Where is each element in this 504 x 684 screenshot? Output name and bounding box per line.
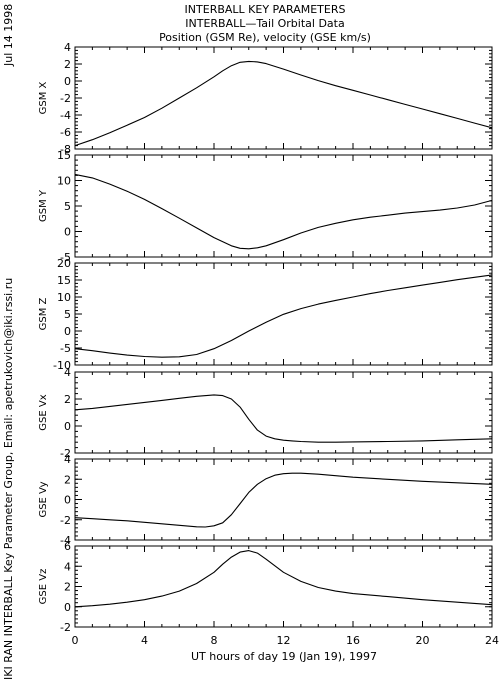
y-tick-label: 10 [57, 175, 71, 188]
y-tick-label: 2 [64, 581, 71, 594]
y-tick-label: 6 [64, 540, 71, 553]
side-date-label: Jul 14 1998 [2, 3, 15, 66]
y-tick-label: 0 [64, 494, 71, 507]
x-axis-label: UT hours of day 19 (Jan 19), 1997 [191, 650, 377, 663]
series-line [74, 60, 493, 147]
y-tick-label: 15 [57, 274, 71, 287]
y-tick-label: -2 [60, 447, 71, 460]
x-tick-label: 8 [211, 634, 218, 647]
series-line [74, 173, 493, 250]
series-line [74, 472, 493, 528]
panel-frame [74, 458, 493, 541]
y-axis-label: GSM Y [38, 189, 49, 222]
y-tick-label: 4 [64, 366, 71, 379]
y-tick-label: -2 [60, 514, 71, 527]
y-tick-label: 2 [64, 393, 71, 406]
panel-frame [74, 545, 493, 628]
y-tick-label: -4 [60, 109, 71, 122]
series-line [74, 550, 493, 608]
y-tick-label: 20 [57, 257, 71, 270]
y-tick-label: 15 [57, 149, 71, 162]
series-line [74, 274, 493, 358]
x-tick-label: 20 [416, 634, 430, 647]
y-axis-label: GSM Z [38, 297, 49, 330]
y-tick-label: -6 [60, 126, 71, 139]
chart-title-line-3: Position (GSM Re), velocity (GSE km/s) [159, 31, 371, 44]
panel-frame [74, 46, 493, 150]
chart-title-line-2: INTERBALL—Tail Orbital Data [185, 17, 344, 30]
y-tick-label: 4 [64, 453, 71, 466]
y-tick-label: 2 [64, 473, 71, 486]
y-tick-label: -10 [53, 359, 71, 372]
y-tick-label: -8 [60, 143, 71, 156]
y-tick-label: 0 [64, 325, 71, 338]
y-tick-label: -5 [60, 342, 71, 355]
x-tick-label: 24 [485, 634, 499, 647]
y-tick-label: -4 [60, 534, 71, 547]
y-tick-label: 4 [64, 41, 71, 54]
y-axis-label: GSE Vy [38, 481, 49, 517]
chart-title-line-1: INTERBALL KEY PARAMETERS [185, 3, 346, 16]
y-tick-label: 0 [64, 420, 71, 433]
y-tick-label: -2 [60, 621, 71, 634]
panel-frame [74, 154, 493, 258]
y-tick-label: -5 [60, 251, 71, 264]
y-axis-label: GSM X [38, 81, 49, 114]
y-tick-label: 4 [64, 560, 71, 573]
y-tick-label: 0 [64, 601, 71, 614]
y-tick-label: 0 [64, 75, 71, 88]
x-tick-label: 12 [277, 634, 291, 647]
y-tick-label: 0 [64, 226, 71, 239]
y-tick-label: 5 [64, 200, 71, 213]
x-tick-label: 0 [72, 634, 79, 647]
y-axis-label: GSE Vx [38, 394, 49, 430]
side-credit-label: IKI RAN INTERBALL Key Parameter Group, E… [2, 277, 15, 680]
x-tick-label: 16 [346, 634, 360, 647]
y-tick-label: 2 [64, 58, 71, 71]
y-tick-label: 10 [57, 291, 71, 304]
y-tick-label: 5 [64, 308, 71, 321]
x-tick-label: 4 [141, 634, 148, 647]
y-axis-label: GSE Vz [38, 569, 49, 605]
y-tick-label: -2 [60, 92, 71, 105]
series-line [74, 394, 493, 443]
